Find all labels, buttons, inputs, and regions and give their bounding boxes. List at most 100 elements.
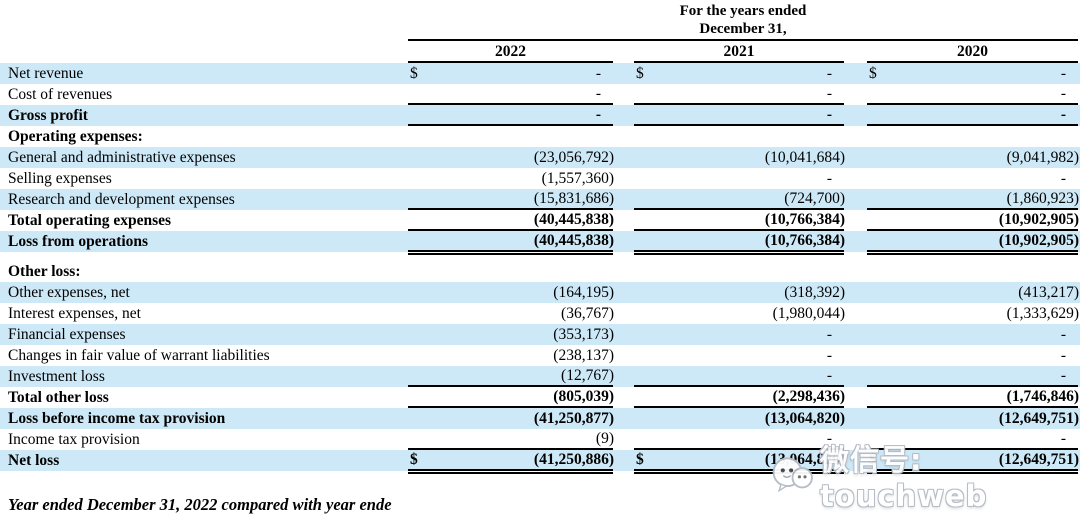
cell-value: (164,195) [553, 283, 614, 301]
cell-value: (10,766,384) [764, 231, 845, 249]
value-cell-2021: $ - [634, 63, 844, 84]
value-cell-2021: - [634, 324, 844, 345]
value-cell-2022: - [408, 105, 613, 126]
value-cell-2022: (40,445,838) [408, 210, 614, 231]
value-cell-2021 [634, 261, 844, 282]
table-row: Operating expenses: [0, 126, 1080, 147]
table-row: Loss from operations (40,445,838) (10,76… [0, 231, 1080, 255]
table-row: Interest expenses, net (36,767) (1,980,0… [0, 303, 1080, 324]
row-label: Changes in fair value of warrant liabili… [8, 346, 270, 364]
row-label: Net revenue [8, 64, 84, 82]
value-cell-2020: (9,041,982) [867, 147, 1079, 168]
cell-value: (10,041,684) [764, 148, 845, 166]
value-cell-2020: - [867, 429, 1078, 450]
value-cell-2020: - [867, 366, 1078, 387]
dollar-sign: $ [636, 64, 644, 82]
cell-value: (10,902,905) [998, 210, 1079, 228]
cell-value: - [1060, 429, 1066, 447]
cell-value: (41,250,877) [533, 409, 614, 427]
table-row: Selling expenses (1,557,360) - - [0, 168, 1080, 189]
value-cell-2022: $ (41,250,886) [408, 450, 614, 474]
table-row: Financial expenses (353,173) - - [0, 324, 1080, 345]
value-cell-2022: (12,767) [408, 366, 614, 387]
table-row: Other loss: [0, 261, 1080, 282]
table-row: Income tax provision (9) - - [0, 429, 1080, 450]
table-row: General and administrative expenses (23,… [0, 147, 1080, 168]
value-cell-2022: $ - [408, 63, 613, 84]
value-cell-2022: (36,767) [408, 303, 614, 324]
table-row: Total operating expenses (40,445,838) (1… [0, 210, 1080, 231]
dollar-sign: $ [869, 64, 877, 82]
cell-value: (318,392) [784, 283, 845, 301]
cell-value: (40,445,838) [533, 210, 614, 228]
row-label: Cost of revenues [8, 85, 113, 103]
value-cell-2020: - [867, 168, 1078, 189]
value-cell-2020: - [867, 345, 1078, 366]
cell-value: (1,333,629) [1006, 304, 1079, 322]
cell-value: (36,767) [561, 304, 614, 322]
value-cell-2022 [408, 126, 613, 147]
value-cell-2020: - [867, 84, 1078, 105]
value-cell-2021: - [634, 168, 844, 189]
cell-value: (9,041,982) [1006, 148, 1079, 166]
row-label: Net loss [8, 451, 60, 469]
value-cell-2020: (10,902,905) [867, 210, 1079, 231]
cell-value: - [826, 325, 832, 343]
value-cell-2021 [634, 126, 844, 147]
dollar-sign: $ [869, 450, 877, 468]
value-cell-2021: (10,766,384) [634, 210, 845, 231]
cell-value: (9) [595, 429, 614, 447]
value-cell-2021: - [634, 429, 844, 450]
row-label: Interest expenses, net [8, 304, 141, 322]
value-cell-2022: (40,445,838) [408, 231, 614, 255]
dollar-sign: $ [636, 450, 644, 468]
cell-value: - [826, 64, 832, 82]
value-cell-2020: - [867, 324, 1078, 345]
year-header-2021: 2021 [634, 41, 844, 63]
table-row: Total other loss (805,039) (2,298,436) (… [0, 387, 1080, 408]
cell-value: (238,137) [553, 346, 614, 364]
value-cell-2022 [408, 261, 613, 282]
cell-value: - [826, 105, 832, 123]
cell-value: - [1060, 346, 1066, 364]
value-cell-2020: (413,217) [867, 282, 1079, 303]
value-cell-2020: (1,333,629) [867, 303, 1079, 324]
value-cell-2022: (353,173) [408, 324, 614, 345]
value-cell-2021: (318,392) [634, 282, 845, 303]
row-label: General and administrative expenses [8, 148, 236, 166]
value-cell-2021: (1,980,044) [634, 303, 845, 324]
period-title-line1: For the years ended [679, 3, 807, 19]
value-cell-2021: (10,041,684) [634, 147, 845, 168]
table-row: Investment loss (12,767) - - [0, 366, 1080, 387]
table-row: Changes in fair value of warrant liabili… [0, 345, 1080, 366]
cell-value: - [1060, 366, 1066, 384]
cell-value: (413,217) [1018, 283, 1079, 301]
header-top-rule [408, 39, 1078, 41]
table-row: Cost of revenues - - - [0, 84, 1080, 105]
row-label: Investment loss [8, 367, 105, 385]
value-cell-2020: $ (12,649,751) [867, 450, 1079, 474]
value-cell-2020: $ - [867, 63, 1078, 84]
period-title: For the years ended December 31, [408, 0, 1078, 38]
cell-value: (12,767) [561, 366, 614, 384]
cell-value: (353,173) [553, 325, 614, 343]
row-label: Loss before income tax provision [8, 409, 226, 427]
period-title-line2: December 31, [699, 21, 787, 37]
value-cell-2020: (1,860,923) [867, 189, 1079, 210]
table-row: Net loss $ (41,250,886) $ (13,064,820) $… [0, 450, 1080, 474]
row-label: Gross profit [8, 106, 88, 124]
row-label: Research and development expenses [8, 190, 235, 208]
year-header-2022: 2022 [408, 41, 613, 63]
value-cell-2022: (805,039) [408, 387, 614, 408]
cell-value: - [595, 84, 601, 102]
year-header-row: 2022 2021 2020 [0, 41, 1080, 63]
cell-value: - [826, 429, 832, 447]
cell-value: - [1060, 325, 1066, 343]
value-cell-2021: - [634, 345, 844, 366]
cell-value: - [1060, 105, 1066, 123]
table-row: Loss before income tax provision (41,250… [0, 408, 1080, 429]
cell-value: - [595, 64, 601, 82]
section-caption: Year ended December 31, 2022 compared wi… [8, 495, 392, 514]
value-cell-2020: (12,649,751) [867, 408, 1079, 429]
